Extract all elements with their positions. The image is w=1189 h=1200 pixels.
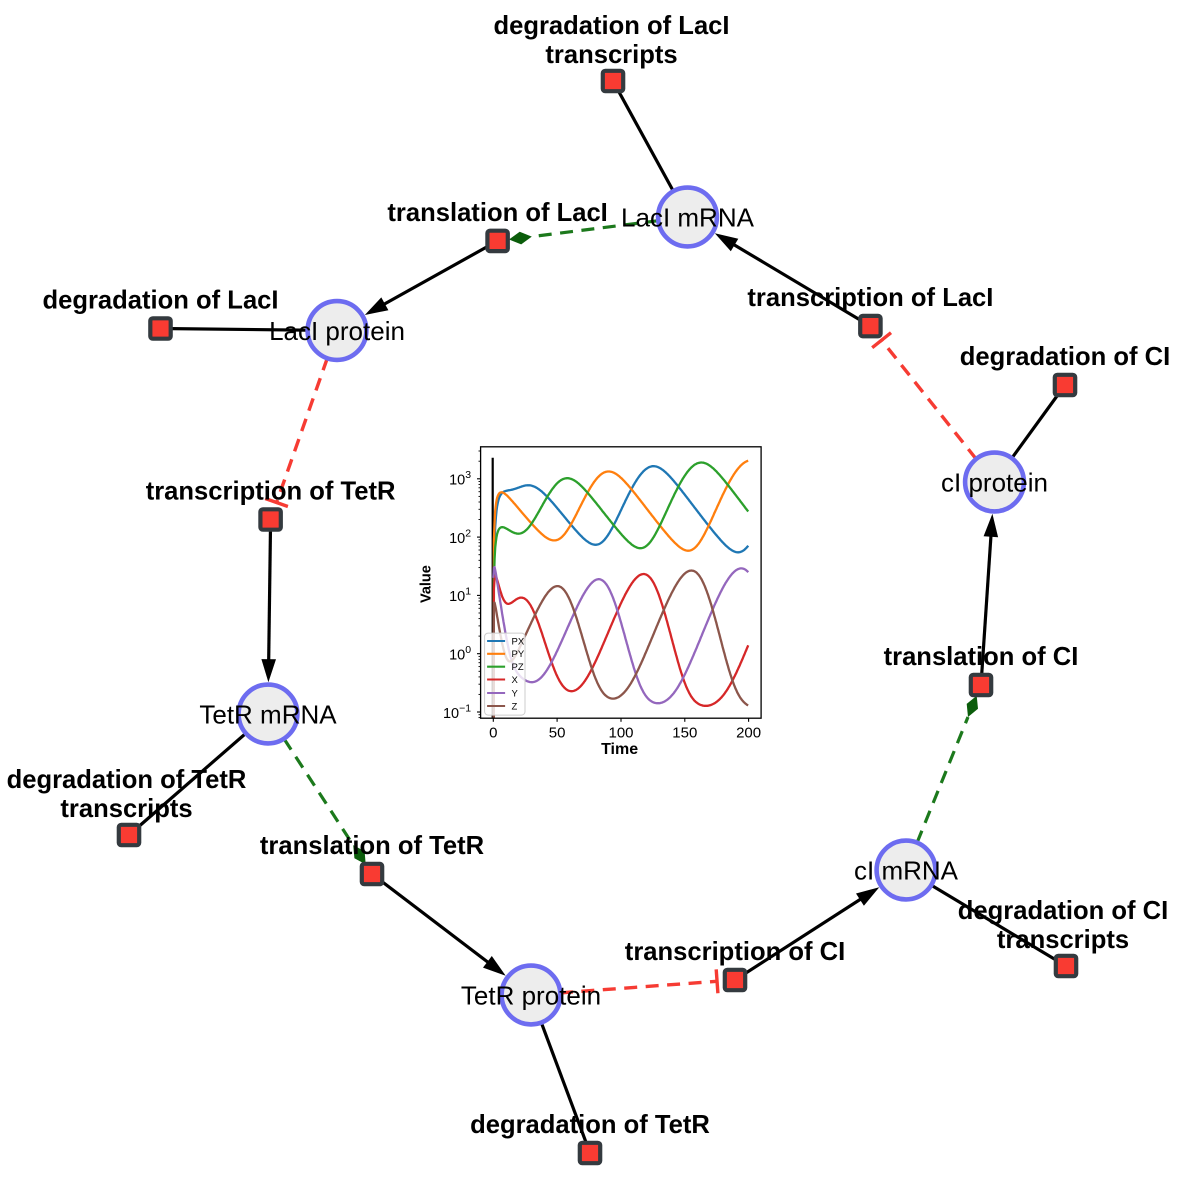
svg-text:cI mRNA: cI mRNA [854,856,959,886]
svg-text:translation of TetR: translation of TetR [260,832,484,860]
svg-text:0: 0 [489,725,497,742]
svg-text:LacI mRNA: LacI mRNA [621,203,755,233]
svg-text:degradation of CI: degradation of CI [960,343,1170,371]
svg-text:PY: PY [512,649,525,660]
svg-text:Value: Value [419,565,435,603]
svg-text:PZ: PZ [512,662,524,673]
svg-text:Y: Y [512,688,519,699]
svg-text:translation of LacI: translation of LacI [387,199,607,227]
svg-text:200: 200 [736,725,761,742]
svg-text:translation of CI: translation of CI [884,643,1079,671]
svg-text:degradation of CI: degradation of CI [958,897,1168,925]
svg-text:transcripts: transcripts [997,926,1129,954]
svg-text:degradation of LacI: degradation of LacI [42,287,278,315]
svg-text:Z: Z [512,701,518,712]
svg-text:transcription of TetR: transcription of TetR [146,478,396,506]
svg-text:50: 50 [549,725,566,742]
svg-text:degradation of TetR: degradation of TetR [470,1111,710,1139]
svg-text:transcripts: transcripts [60,795,192,823]
svg-text:150: 150 [672,725,697,742]
svg-text:TetR mRNA: TetR mRNA [199,700,337,730]
svg-text:transcription of LacI: transcription of LacI [747,284,993,312]
svg-text:PX: PX [512,636,525,647]
svg-text:transcripts: transcripts [545,41,677,69]
svg-text:TetR protein: TetR protein [461,981,601,1011]
svg-text:degradation of LacI: degradation of LacI [493,12,729,40]
svg-text:Time: Time [601,741,638,758]
svg-text:X: X [512,675,519,686]
svg-text:transcription of CI: transcription of CI [625,938,845,966]
svg-text:degradation of TetR: degradation of TetR [7,766,247,794]
svg-text:100: 100 [608,725,633,742]
svg-text:cI protein: cI protein [941,468,1048,498]
svg-text:LacI protein: LacI protein [269,316,405,346]
